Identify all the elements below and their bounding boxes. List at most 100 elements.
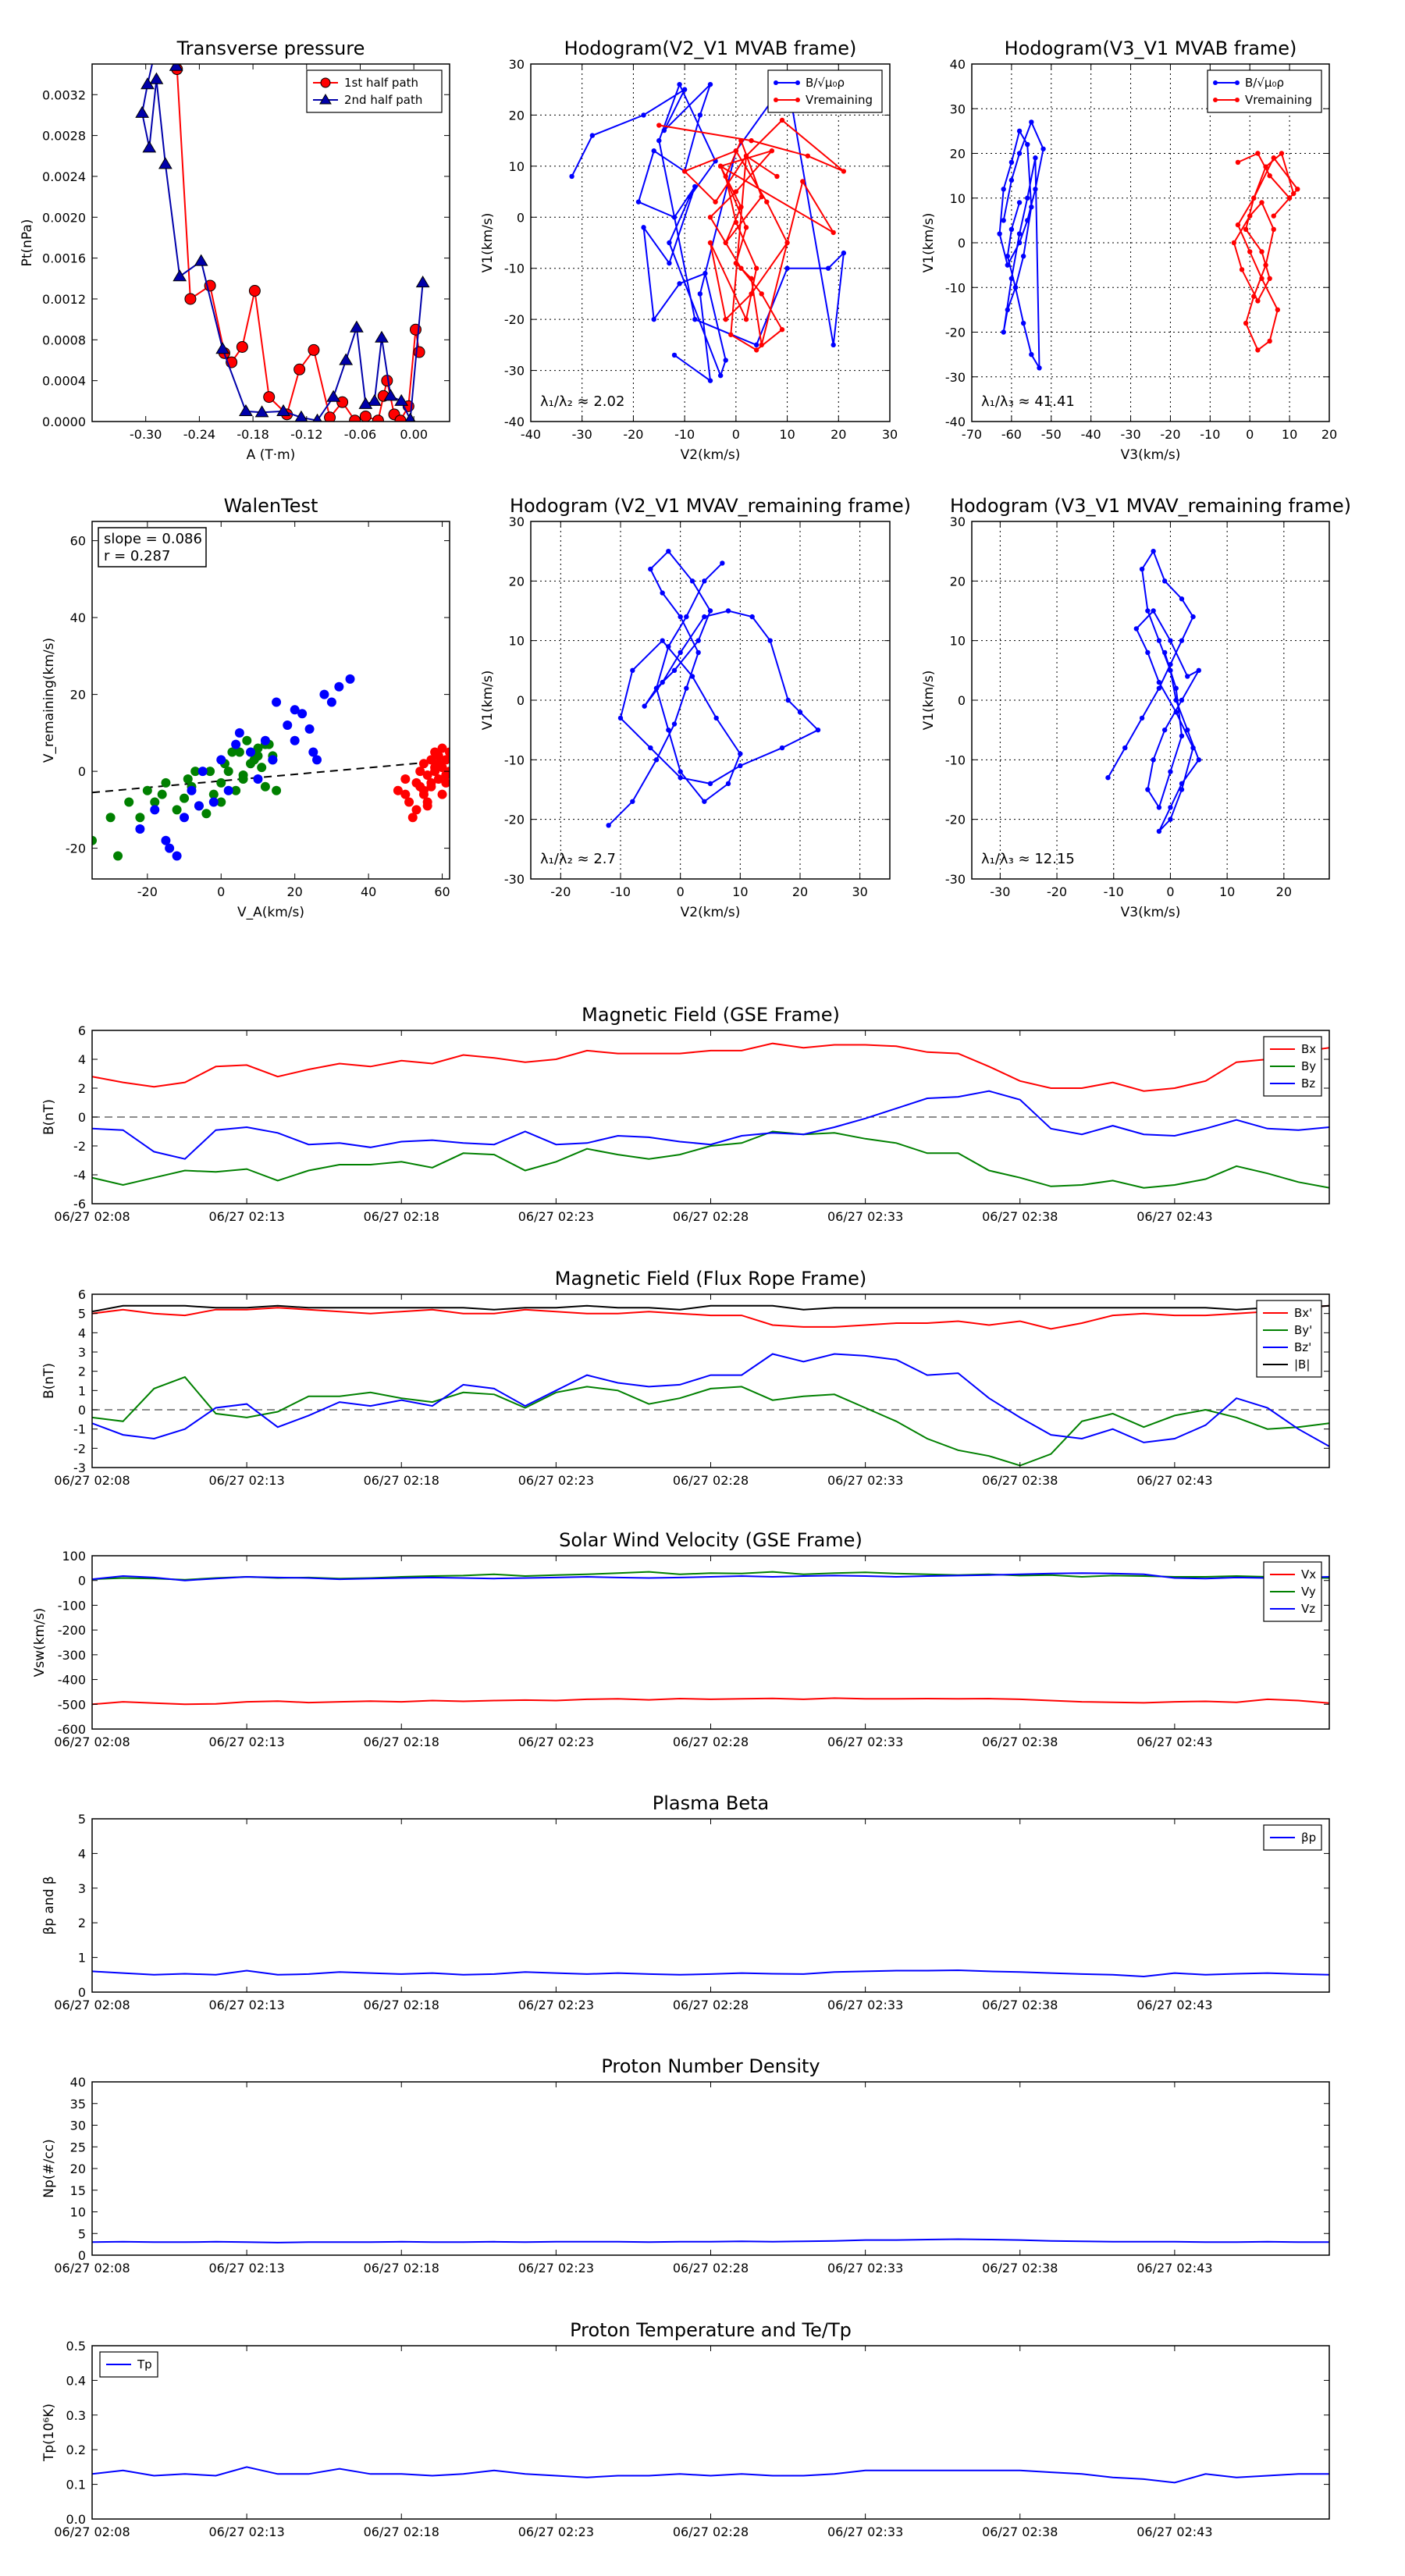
legend-label: Bx [1301,1042,1316,1056]
data-point [105,813,116,823]
data-point [667,260,672,266]
y-tick-label: 10 [509,159,525,174]
legend-label: |B| [1294,1357,1310,1372]
data-point [648,745,653,751]
data-point [1173,697,1179,703]
x-tick-label: 06/27 02:43 [1136,1209,1212,1224]
y-tick-label: -3 [73,1461,86,1475]
x-tick-label: -20 [137,884,158,899]
data-point [733,148,739,154]
data-point [630,667,635,674]
y-tick-label: -30 [945,872,966,887]
data-point [707,240,713,246]
data-point [393,785,403,795]
x-tick-label: 06/27 02:28 [673,2524,749,2539]
data-point [231,785,241,795]
y-tick-label: 4 [78,1325,86,1340]
data-point [1185,727,1190,733]
data-point [1005,307,1011,313]
x-tick-label: -20 [1160,427,1180,442]
x-tick-label: 06/27 02:18 [364,1473,439,1488]
y-tick-label: 0.2 [66,2443,86,2457]
data-point [589,133,596,138]
data-point [656,137,662,144]
x-tick-label: 06/27 02:33 [827,2524,903,2539]
y-tick-label: 10 [950,191,966,206]
legend-label: Vy [1301,1585,1316,1599]
ratio-annotation: λ₁/λ₃ ≈ 41.41 [981,393,1075,410]
legend: 1st half path 2nd half path [306,69,443,113]
y-tick-label: -30 [945,370,966,385]
stats-box [98,527,207,568]
legend-label: Vremaining [1245,93,1312,107]
data-point [661,127,667,133]
data-point [394,415,407,422]
data-point [1133,626,1140,632]
stats-text: slope = 0.086 [104,531,202,547]
data-point [1291,190,1297,197]
data-point [180,793,190,803]
legend-label: By [1301,1059,1316,1073]
axes-frame [91,2345,1330,2520]
x-tick-label: -0.30 [130,427,162,442]
legend-marker [795,80,800,85]
data-point [759,291,764,297]
data-point [784,240,790,246]
data-point [723,316,728,322]
y-tick-label: 0.0024 [42,169,86,184]
x-tick-label: -40 [521,427,541,442]
y-axis-label: V1(km/s) [480,671,496,731]
axes-frame [91,1818,1330,1993]
x-tick-label: 06/27 02:08 [54,1998,130,2012]
data-point [135,105,149,118]
y-axis-label: V1(km/s) [921,671,937,731]
panel-np: 06/27 02:08 06/27 02:13 06/27 02:18 06/27 0… [41,2055,1330,2275]
data-point [358,397,373,409]
data-point [1259,276,1264,281]
data-point [738,137,744,144]
y-tick-label: 0.0016 [42,251,86,266]
legend-label: B/√μ₀ρ [806,76,845,90]
data-point [297,709,308,719]
data-point [779,327,785,333]
x-tick-label: 06/27 02:08 [54,2524,130,2539]
y-tick-label: -20 [945,326,966,340]
data-point [172,805,182,815]
y-tick-label: 0 [958,236,966,251]
x-tick-label: 0 [217,884,225,899]
y-axis-label: Vsw(km/s) [32,1608,48,1678]
panel-walen: -20 0 20 40 60 -20 0 20 40 60 WalenTest V_A(km/s) V_… [41,495,450,920]
x-tick-label: 06/27 02:13 [208,1735,284,1749]
data-point [753,342,759,348]
plot-area [92,1571,1329,1706]
data-point [411,805,422,815]
data-point [1008,159,1015,165]
x-tick-label: 06/27 02:18 [364,1998,439,2012]
panel-h2: -70 -60 -50 -40 -30 -20 -10 0 10 20 -40 -30 -20 -10 0 1… [921,37,1337,463]
y-tick-label: 10 [70,2205,86,2220]
data-point [815,727,821,733]
data-point [728,332,734,337]
plot-area [92,1969,1329,1978]
data-point [215,342,230,354]
data-point [304,724,315,734]
series-line-Bz' [92,1353,1329,1447]
data-point [759,194,764,200]
x-tick-label: 10 [1219,884,1235,899]
y-tick-label: 0 [517,693,525,708]
x-tick-label: 06/27 02:13 [208,1998,284,2012]
y-tick-label: -40 [945,415,966,429]
data-point [1267,338,1272,344]
axes-frame [91,2081,1330,2256]
data-point [350,320,364,333]
data-point [165,843,175,853]
panel-vsw: 06/27 02:08 06/27 02:13 06/27 02:18 06/27 0… [32,1529,1330,1749]
data-point [1145,649,1151,656]
y-tick-label: 0.1 [66,2478,86,2492]
x-tick-label: -30 [1120,427,1140,442]
x-tick-label: 06/27 02:23 [518,1735,594,1749]
data-point [276,404,290,417]
panel-title: Plasma Beta [653,1792,769,1814]
data-point [1263,262,1268,268]
x-tick-label: 06/27 02:08 [54,1209,130,1224]
